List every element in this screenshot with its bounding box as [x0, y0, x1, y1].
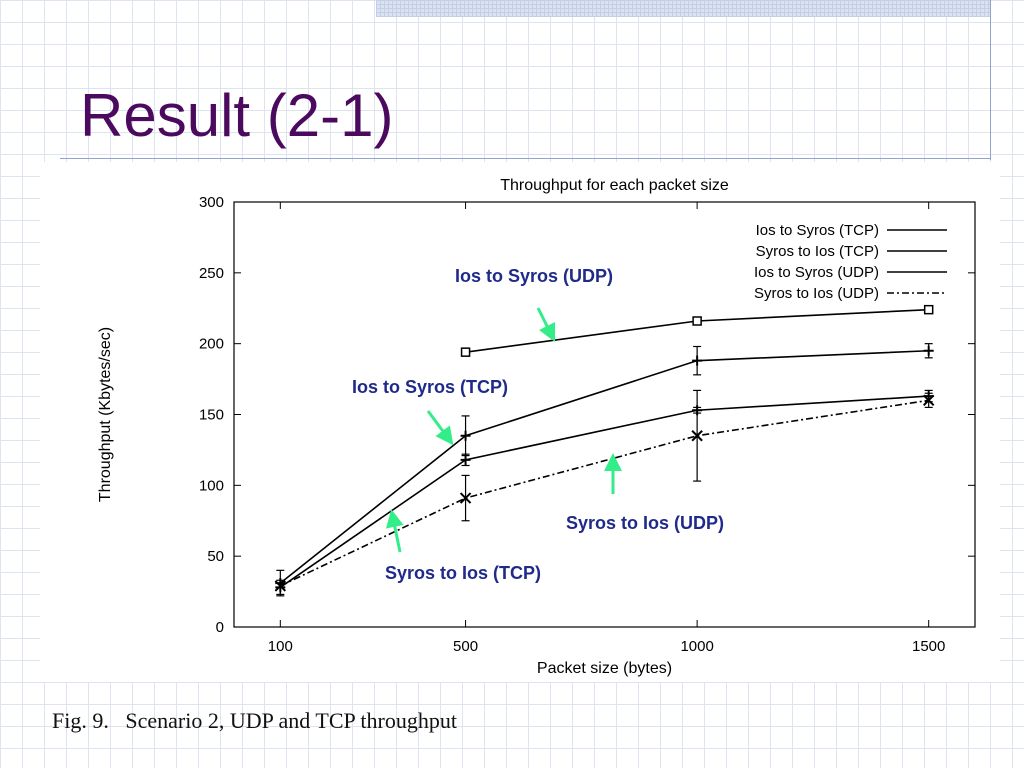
- data-point: [275, 582, 286, 593]
- throughput-chart: 0 50 100 150 200 250 300 100 500 1000 1500 Throughp…: [97, 177, 976, 677]
- legend-label: Ios to Syros (UDP): [754, 264, 879, 281]
- chart-title: Throughput for each packet size: [500, 177, 729, 194]
- data-point: [923, 304, 934, 315]
- data-point: [691, 430, 703, 442]
- legend-label: Ios to Syros (TCP): [756, 222, 879, 239]
- data-point: [460, 430, 471, 441]
- chart-figure: 0 50 100 150 200 250 300 100 500 1000 1500 Throughp…: [40, 162, 1000, 682]
- x-axis-label: Packet size (bytes): [537, 660, 672, 677]
- y-tick-label: 100: [199, 477, 224, 494]
- y-tick-label: 250: [199, 265, 224, 282]
- data-point: [692, 316, 702, 326]
- data-point: [459, 492, 472, 504]
- x-tick-label: 500: [453, 638, 478, 655]
- x-tick-label: 100: [268, 638, 293, 655]
- series-line: [279, 395, 929, 588]
- data-point: [274, 580, 287, 592]
- y-tick-label: 0: [216, 619, 224, 636]
- series-line: [279, 349, 929, 584]
- data-point: [922, 394, 935, 407]
- x-tick-label: 1000: [680, 638, 713, 655]
- legend-label: Syros to Ios (TCP): [756, 243, 879, 260]
- legend-label: Syros to Ios (UDP): [754, 285, 879, 302]
- y-tick-label: 50: [207, 548, 224, 565]
- y-tick-label: 200: [199, 336, 224, 353]
- annotation-ios-syros-tcp: Ios to Syros (TCP): [352, 377, 509, 397]
- y-tick-label: 150: [199, 407, 224, 424]
- data-point: [460, 454, 471, 465]
- series-line: [279, 399, 929, 587]
- annotation-syros-ios-udp: Syros to Ios (UDP): [566, 513, 725, 533]
- figure-caption: Fig. 9. Scenario 2, UDP and TCP throughp…: [52, 708, 457, 733]
- data-point: [460, 347, 471, 357]
- y-axis-label: Throughput (Kbytes/sec): [97, 327, 114, 502]
- header-vertical-rule: [990, 0, 991, 160]
- slide-title: Result (2-1): [80, 82, 394, 149]
- annotation-ios-syros-udp: Ios to Syros (UDP): [455, 266, 614, 286]
- title-divider: [60, 158, 990, 159]
- y-tick-label: 300: [199, 194, 224, 211]
- series-line: [465, 308, 929, 353]
- x-tick-label: 1500: [912, 638, 945, 655]
- annotation-syros-ios-tcp: Syros to Ios (TCP): [385, 563, 542, 583]
- header-decor-band: [376, 0, 990, 17]
- data-point: [692, 355, 703, 366]
- data-point: [923, 345, 934, 356]
